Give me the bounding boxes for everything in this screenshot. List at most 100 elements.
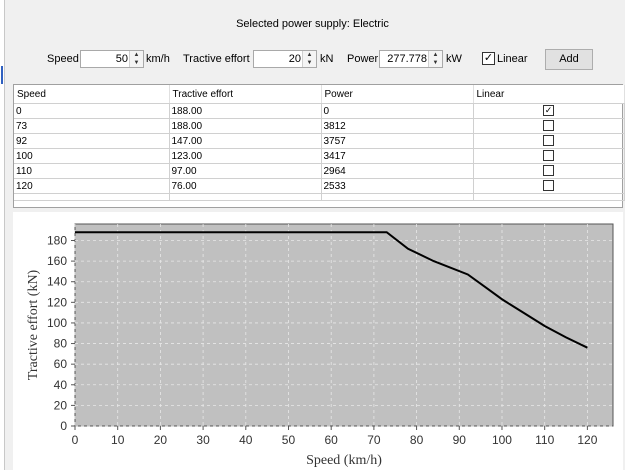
cell-linear[interactable]: ✓ <box>473 103 625 119</box>
empty-cell <box>14 193 170 201</box>
cell-tractive-effort[interactable]: 76.00 <box>169 178 322 194</box>
spin-up-icon[interactable]: ▲ <box>133 52 140 58</box>
speed-spinbox[interactable]: 50 ▲ ▼ <box>80 50 144 68</box>
column-header-speed[interactable]: Speed <box>14 85 170 104</box>
plot-area <box>74 223 614 427</box>
cell-power[interactable]: 2533 <box>321 178 474 194</box>
cell-tractive-effort[interactable]: 188.00 <box>169 118 322 134</box>
x-tick-label: 20 <box>154 433 168 447</box>
cell-tractive-effort[interactable]: 188.00 <box>169 103 322 119</box>
linear-row-checkbox[interactable] <box>543 135 554 147</box>
x-tick-label: 90 <box>453 433 467 447</box>
y-tick-label: 100 <box>47 316 67 330</box>
cell-speed[interactable]: 120 <box>14 178 170 194</box>
y-tick-label: 180 <box>47 233 67 247</box>
y-tick-label: 140 <box>47 275 67 289</box>
cell-linear[interactable] <box>473 148 625 164</box>
y-tick-label: 60 <box>54 357 68 371</box>
power-spinbox[interactable]: 277.778 ▲ ▼ <box>379 50 443 68</box>
tractive-effort-chart: 0 10 20 30 40 50 60 70 80 90 100 110 120 0 20 40 60 80 100… <box>13 212 623 470</box>
linear-row-checkbox[interactable] <box>543 150 554 162</box>
data-table: Speed Tractive effort Power Linear 0 188.… <box>14 85 625 201</box>
speed-value[interactable]: 50 <box>115 53 128 65</box>
y-tick-label: 40 <box>54 378 68 392</box>
cell-speed[interactable]: 0 <box>14 103 170 119</box>
cell-linear[interactable] <box>473 163 625 179</box>
x-tick-label: 60 <box>325 433 339 447</box>
linear-label: Linear <box>497 53 528 65</box>
cell-speed[interactable]: 110 <box>14 163 170 179</box>
x-tick-label: 100 <box>492 433 512 447</box>
y-tick-label: 80 <box>54 337 68 351</box>
y-tick-label: 120 <box>47 295 67 309</box>
spin-up-icon[interactable]: ▲ <box>432 52 439 58</box>
cell-speed[interactable]: 92 <box>14 133 170 149</box>
series-line <box>75 231 588 349</box>
linear-row-checkbox[interactable]: ✓ <box>543 105 554 117</box>
cell-power[interactable]: 0 <box>321 103 474 119</box>
left-panel-edge <box>0 0 5 470</box>
cell-power[interactable]: 3757 <box>321 133 474 149</box>
chart-svg: 0 10 20 30 40 50 60 70 80 90 100 110 120 0 20 40 60 80 100… <box>26 223 614 468</box>
cell-speed[interactable]: 100 <box>14 148 170 164</box>
x-tick-label: 30 <box>196 433 210 447</box>
linear-row-checkbox[interactable] <box>543 120 554 132</box>
power-value[interactable]: 277.778 <box>387 53 427 65</box>
table-row[interactable]: 73 188.00 3812 <box>14 118 625 134</box>
column-header-linear[interactable]: Linear <box>473 85 625 104</box>
cell-linear[interactable] <box>473 178 625 194</box>
y-tick-label: 160 <box>47 254 67 268</box>
speed-unit: km/h <box>146 53 170 65</box>
left-panel-marker <box>1 66 3 84</box>
spin-down-icon[interactable]: ▼ <box>133 60 140 66</box>
effort-spin-arrows[interactable]: ▲ ▼ <box>302 51 316 67</box>
tractive-effort-label: Tractive effort <box>183 53 250 65</box>
power-spin-arrows[interactable]: ▲ ▼ <box>428 51 442 67</box>
tractive-effort-spinbox[interactable]: 20 ▲ ▼ <box>253 50 317 68</box>
speed-effort-table: Speed Tractive effort Power Linear 0 188.… <box>13 84 625 208</box>
x-tick-label: 0 <box>72 433 79 447</box>
x-tick-label: 10 <box>111 433 125 447</box>
linear-row-checkbox[interactable] <box>543 180 554 192</box>
tractive-effort-value[interactable]: 20 <box>288 53 301 65</box>
cell-linear[interactable] <box>473 118 625 134</box>
cell-tractive-effort[interactable]: 123.00 <box>169 148 322 164</box>
x-tick-label: 70 <box>367 433 381 447</box>
linear-checkbox[interactable]: ✓ <box>482 52 495 65</box>
tractive-effort-unit: kN <box>320 53 334 65</box>
spin-down-icon[interactable]: ▼ <box>306 60 313 66</box>
cell-power[interactable]: 3417 <box>321 148 474 164</box>
x-tick-label: 80 <box>410 433 424 447</box>
linear-row-checkbox[interactable] <box>543 165 554 177</box>
input-controls: Speed 50 ▲ ▼ km/h Tractive effort 20 ▲ ▼… <box>0 48 625 72</box>
table-header-row: Speed Tractive effort Power Linear <box>14 85 625 104</box>
table-body: 0 188.00 0 ✓ 73 188.00 3812 92 147.00 3757 100 123.… <box>14 103 625 201</box>
table-row[interactable]: 110 97.00 2964 <box>14 163 625 179</box>
table-empty-row <box>14 193 625 201</box>
power-unit: kW <box>446 53 462 65</box>
cell-power[interactable]: 3812 <box>321 118 474 134</box>
power-label: Power <box>347 53 379 65</box>
speed-spin-arrows[interactable]: ▲ ▼ <box>129 51 143 67</box>
x-tick-label: 40 <box>239 433 253 447</box>
y-tick-label: 20 <box>54 398 68 412</box>
cell-power[interactable]: 2964 <box>321 163 474 179</box>
empty-cell <box>321 193 474 201</box>
cell-speed[interactable]: 73 <box>14 118 170 134</box>
cell-linear[interactable] <box>473 133 625 149</box>
column-header-power[interactable]: Power <box>321 85 474 104</box>
add-button[interactable]: Add <box>545 49 593 70</box>
spin-down-icon[interactable]: ▼ <box>432 60 439 66</box>
table-row[interactable]: 0 188.00 0 ✓ <box>14 103 625 119</box>
cell-tractive-effort[interactable]: 97.00 <box>169 163 322 179</box>
table-row[interactable]: 92 147.00 3757 <box>14 133 625 149</box>
empty-cell <box>169 193 322 201</box>
column-header-tractive-effort[interactable]: Tractive effort <box>169 85 322 104</box>
table-row[interactable]: 120 76.00 2533 <box>14 178 625 194</box>
x-axis-label: Speed (km/h) <box>306 453 382 468</box>
spin-up-icon[interactable]: ▲ <box>306 52 313 58</box>
power-supply-header: Selected power supply: Electric <box>236 18 389 30</box>
cell-tractive-effort[interactable]: 147.00 <box>169 133 322 149</box>
table-row[interactable]: 100 123.00 3417 <box>14 148 625 164</box>
